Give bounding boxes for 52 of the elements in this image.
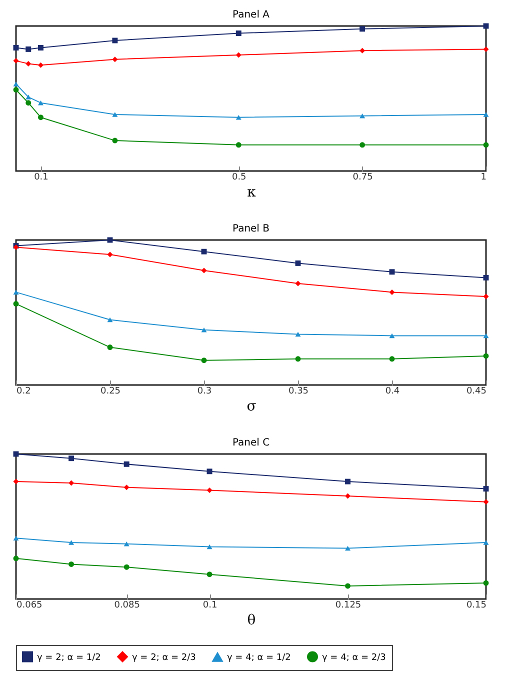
point <box>13 87 19 93</box>
point <box>112 38 118 44</box>
x-axis-title: κ <box>247 184 256 200</box>
point <box>483 112 489 117</box>
x-tick-label: 0.4 <box>385 386 400 396</box>
x-tick-label: 0.2 <box>16 386 31 396</box>
point <box>112 138 118 144</box>
x-tick-label: 0.15 <box>466 600 486 610</box>
x-tick-label: 0.1 <box>202 600 218 610</box>
point <box>112 56 118 62</box>
x-axis-title: σ <box>246 398 257 414</box>
point <box>38 62 44 68</box>
point <box>360 142 366 148</box>
point <box>38 114 44 120</box>
point <box>360 26 366 32</box>
legend-label: γ = 4; α = 2/3 <box>322 652 386 663</box>
x-tick-label: 0.085 <box>114 600 140 610</box>
point <box>26 46 32 52</box>
point <box>236 114 242 120</box>
x-tick-label: 0.5 <box>232 172 246 182</box>
x-tick-label: 0.75 <box>352 172 373 182</box>
point <box>236 30 242 36</box>
point <box>483 142 489 148</box>
x-axis-title: θ <box>247 612 256 628</box>
point <box>360 114 366 118</box>
point <box>13 58 19 64</box>
point <box>360 48 366 54</box>
point <box>236 52 242 58</box>
x-tick-label: 0.45 <box>466 386 486 396</box>
x-tick-label: 0.3 <box>197 386 212 396</box>
chart-title: Panel B <box>232 223 270 234</box>
legend-label: γ = 2; α = 2/3 <box>132 652 196 663</box>
x-tick-label: 0.25 <box>100 386 121 396</box>
legend-label: γ = 2; α = 1/2 <box>37 652 101 663</box>
x-tick-label: 0.1 <box>34 172 48 182</box>
point <box>112 112 118 117</box>
point <box>236 142 242 148</box>
point <box>26 100 32 106</box>
x-tick-label: 0.065 <box>16 600 42 610</box>
point <box>38 45 44 50</box>
point <box>483 46 489 52</box>
point <box>26 60 32 66</box>
x-tick-label: 0.35 <box>288 386 309 396</box>
legend-label: γ = 4; α = 1/2 <box>227 653 291 664</box>
point <box>13 82 19 86</box>
point <box>26 94 32 100</box>
chart-title: Panel A <box>232 9 270 20</box>
point <box>38 100 44 106</box>
x-tick-label: 1 <box>480 172 486 182</box>
chart-title: Panel C <box>232 437 270 448</box>
x-tick-label: 0.125 <box>335 600 362 610</box>
point <box>13 45 19 50</box>
